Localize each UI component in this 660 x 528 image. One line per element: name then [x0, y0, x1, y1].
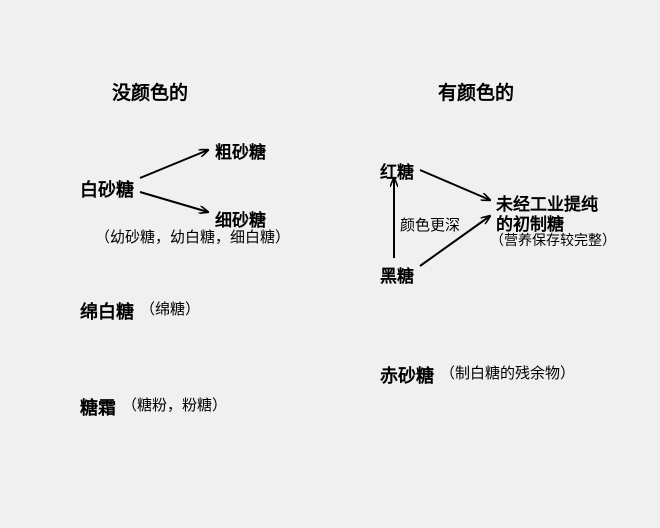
node-chishatang: 赤砂糖 — [380, 362, 434, 388]
diagram-stage: 没颜色的 白砂糖 粗砂糖 细砂糖 （幼砂糖，幼白糖，细白糖） 绵白糖 （绵糖） … — [0, 0, 660, 528]
node-cushatang: 粗砂糖 — [215, 138, 266, 163]
node-baishatang: 白砂糖 — [80, 176, 134, 202]
edge-baishatang-xishatang — [140, 192, 208, 212]
note-mianbaitang: （绵糖） — [140, 298, 200, 319]
arrows-layer — [0, 0, 660, 528]
node-hongtang: 红糖 — [380, 158, 414, 183]
note-color-deeper: 颜色更深 — [400, 214, 460, 235]
note-xishatang: （幼砂糖，幼白糖，细白糖） — [95, 226, 290, 247]
note-tangshuang: （糖粉，粉糖） — [122, 394, 227, 415]
note-chishatang: （制白糖的残余物） — [440, 362, 575, 383]
node-tangshuang: 糖霜 — [80, 394, 116, 420]
node-mianbaitang: 绵白糖 — [80, 298, 134, 324]
note-chuzhitang: （营养保存较完整） — [490, 230, 616, 250]
heading-colored: 有颜色的 — [438, 78, 514, 105]
edge-hongtang-chuzhitang — [420, 170, 490, 200]
heading-colorless: 没颜色的 — [112, 78, 188, 105]
node-heitang: 黑糖 — [380, 262, 414, 287]
edge-baishatang-cushatang — [140, 150, 208, 178]
